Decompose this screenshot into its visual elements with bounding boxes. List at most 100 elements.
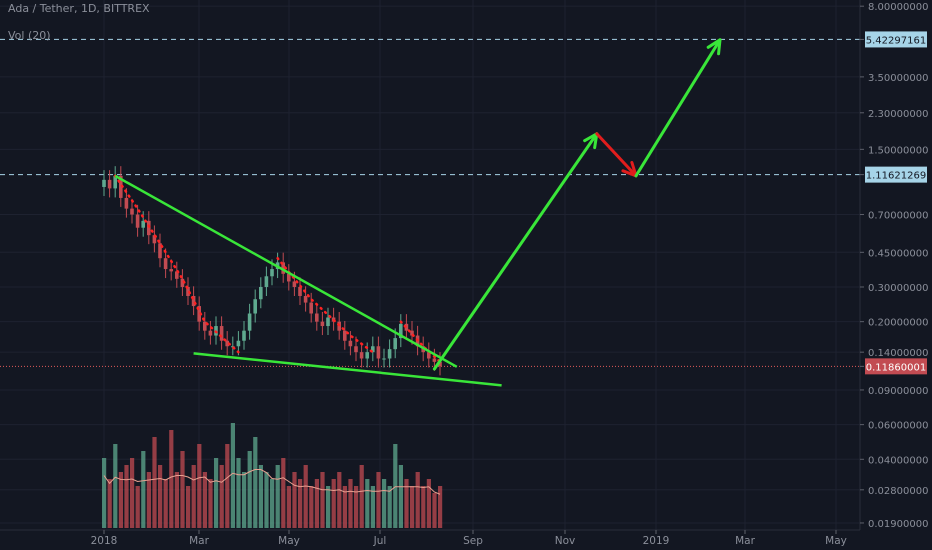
volume-bar [281, 458, 286, 528]
volume-ma-line [103, 469, 441, 495]
candle-body [141, 220, 145, 228]
candle-body [236, 340, 241, 347]
candle-body [147, 220, 151, 236]
volume-bar [286, 486, 291, 528]
candle-body [365, 352, 369, 359]
candle-body [180, 278, 185, 287]
current-price-label: 0.11860001 [866, 362, 926, 373]
candle-body [186, 286, 190, 296]
candle-body [152, 235, 157, 244]
volume-bar [174, 472, 179, 528]
price-tick-label: 0.01900000 [868, 519, 928, 530]
price-tick-label: 0.45000000 [868, 248, 928, 259]
time-tick-label: Mar [735, 535, 755, 547]
candle-body [292, 281, 297, 287]
candle-body [158, 243, 162, 259]
candle-body [359, 352, 364, 359]
candle-body [270, 269, 274, 277]
volume-bar [191, 465, 196, 528]
lower-trendline [193, 352, 502, 387]
marked-level-badge [865, 166, 927, 183]
price-tick-label: 0.20000000 [868, 318, 928, 329]
price-tick-label: 0.30000000 [868, 283, 928, 294]
volume-bar [247, 451, 252, 528]
volume-bar [230, 423, 235, 528]
candle-body [348, 340, 353, 347]
volume-bar [197, 444, 202, 528]
candle-body [113, 175, 117, 189]
candle-body [281, 262, 285, 274]
price-tick-label: 3.50000000 [868, 73, 928, 84]
time-axis[interactable] [0, 530, 860, 550]
dotted-trend-guide [399, 320, 442, 364]
candle-body [107, 179, 112, 189]
candle-body [259, 286, 263, 300]
time-tick-label: Jul [373, 535, 387, 547]
candle-body [298, 286, 302, 296]
volume-bar [158, 465, 163, 528]
marked-level-label: 5.42297161 [866, 35, 926, 46]
candle-body [124, 197, 129, 209]
volume-bar [370, 486, 375, 528]
volume-bar [130, 458, 135, 528]
volume-bar [242, 472, 247, 528]
price-tick-label: 8.00000000 [868, 2, 928, 13]
price-tick-label: 0.02800000 [868, 486, 928, 497]
volume-bar [421, 486, 426, 528]
candle-body [371, 346, 375, 353]
volume-bar [348, 479, 353, 528]
forecast-arrow-up-1 [432, 132, 599, 371]
volume-bar [398, 465, 403, 528]
candle-body [315, 313, 319, 322]
price-tick-label: 0.70000000 [868, 211, 928, 222]
candle-body [354, 346, 358, 353]
time-tick-label: Mar [189, 535, 209, 547]
price-tick-label: 1.50000000 [868, 145, 928, 156]
volume-bar [270, 479, 275, 528]
volume-bar [202, 472, 207, 528]
volume-bar [186, 486, 191, 528]
price-scale[interactable] [860, 0, 932, 530]
candle-body [163, 258, 168, 270]
volume-bar [393, 444, 398, 528]
volume-bar [342, 486, 347, 528]
volume-bar [426, 479, 431, 528]
time-tick-label: May [278, 535, 300, 547]
time-tick-label: 2018 [91, 535, 118, 547]
volume-bar [314, 479, 319, 528]
volume-bar [303, 465, 308, 528]
volume-legend: Vol (20) [8, 29, 51, 42]
marked-level-label: 1.11621269 [866, 171, 926, 182]
volume-bar [438, 486, 443, 528]
price-tick-label: 0.04000000 [868, 455, 928, 466]
candle-body [208, 330, 213, 336]
candle-body [191, 295, 196, 307]
candle-body [382, 358, 386, 360]
time-tick-label: Sep [463, 535, 483, 547]
candle-body [102, 179, 106, 187]
price-scale-bg [860, 0, 932, 530]
candle-body [247, 313, 252, 331]
candle-body [219, 326, 224, 341]
candle-body [376, 346, 381, 359]
volume-bar [236, 458, 241, 528]
volume-bar [404, 479, 409, 528]
candle-body [427, 352, 431, 359]
time-tick-label: May [825, 535, 847, 547]
volume-bar [387, 486, 392, 528]
volume-bar [292, 472, 297, 528]
candle-body [203, 321, 207, 331]
volume-bar [118, 472, 123, 528]
volume-bar [152, 437, 157, 528]
candle-body [287, 273, 291, 282]
time-tick-label: Nov [555, 535, 576, 547]
candle-body [169, 269, 173, 272]
volume-bar [337, 472, 342, 528]
candle-body [320, 321, 325, 327]
current-price-badge [865, 358, 927, 375]
volume-bar [320, 472, 325, 528]
volume-bar [331, 479, 336, 528]
candle-body [410, 330, 414, 336]
